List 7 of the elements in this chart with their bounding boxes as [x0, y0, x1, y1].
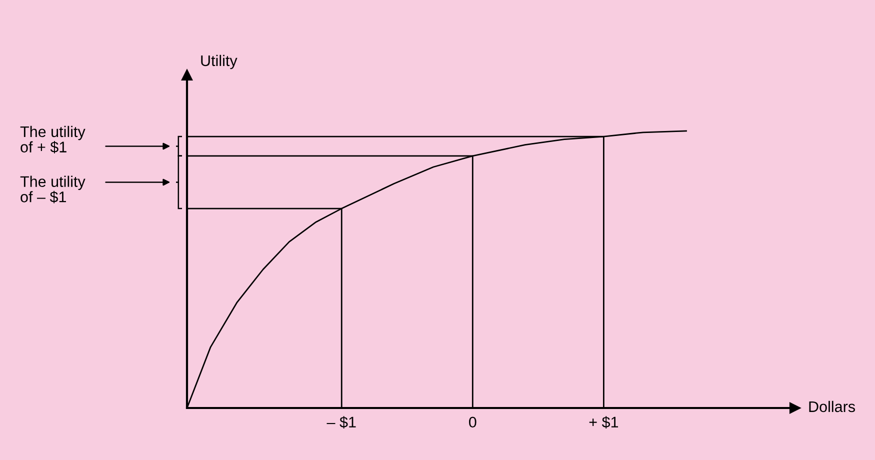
x-tick-label: – $1: [326, 416, 356, 428]
y-axis-title: Utility: [201, 54, 238, 70]
x-tick-label: + $1: [589, 416, 618, 428]
x-axis-title: Dollars: [809, 400, 855, 412]
x-tick-label: 0: [469, 416, 476, 428]
text: The utility of – $1: [20, 176, 86, 204]
text: The utility of + $1: [20, 126, 86, 154]
